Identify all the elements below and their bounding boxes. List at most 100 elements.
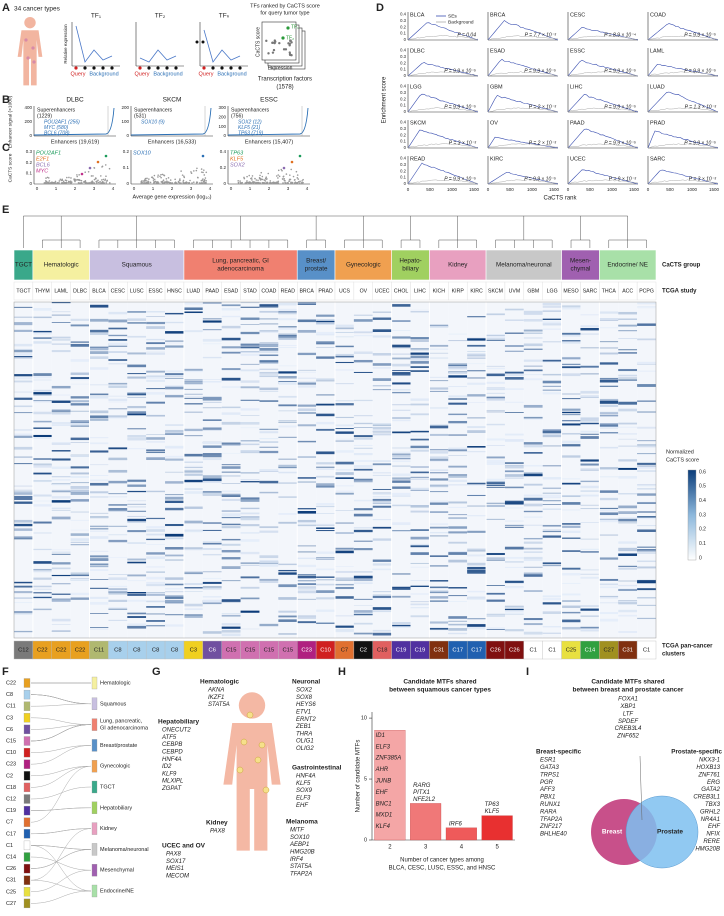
heatmap-cell bbox=[391, 389, 411, 391]
heatmap-cell bbox=[32, 458, 52, 460]
x-tick-label: 3 bbox=[424, 845, 428, 851]
label: C7 bbox=[341, 648, 348, 654]
heatmap-cell bbox=[561, 495, 581, 497]
heatmap-cell bbox=[259, 491, 279, 494]
label: Endocrine/ NE bbox=[607, 262, 648, 269]
heatmap-cell bbox=[486, 459, 505, 463]
heatmap-cell bbox=[372, 505, 392, 508]
heatmap-cell bbox=[146, 592, 166, 594]
heatmap-cell bbox=[202, 553, 222, 556]
tf-point bbox=[52, 182, 54, 184]
y-tick-label: 0 bbox=[29, 181, 32, 186]
heatmap-cell bbox=[561, 525, 581, 528]
tf-point bbox=[153, 178, 156, 181]
heatmap-cell bbox=[504, 388, 524, 391]
heatmap-cell bbox=[240, 331, 260, 335]
heatmap-cell bbox=[353, 465, 373, 468]
heatmap-cell bbox=[316, 341, 335, 343]
heatmap-cell bbox=[316, 503, 335, 505]
x-tick-label: 1000 bbox=[607, 187, 618, 192]
heatmap-cell bbox=[561, 420, 581, 422]
heatmap-cell bbox=[335, 440, 354, 442]
heatmap-cell bbox=[240, 380, 260, 383]
heatmap-cell bbox=[410, 355, 430, 359]
heatmap-cell bbox=[221, 626, 241, 629]
heatmap-cell bbox=[202, 445, 222, 448]
heatmap-cell bbox=[165, 559, 184, 561]
label: C10 bbox=[6, 750, 16, 756]
heatmap-cell bbox=[391, 480, 411, 483]
heatmap-cell bbox=[165, 374, 184, 376]
heatmap-cell bbox=[618, 426, 638, 428]
label: MEIS1 bbox=[166, 866, 184, 872]
label: BNC1 bbox=[376, 801, 392, 807]
heatmap-cell bbox=[259, 559, 279, 562]
tf-point bbox=[291, 181, 294, 184]
label: SOX17 bbox=[166, 859, 186, 865]
tf-point bbox=[61, 179, 64, 182]
heatmap-cell bbox=[410, 352, 430, 355]
heatmap-cell bbox=[240, 597, 260, 600]
label: NFIX bbox=[706, 832, 721, 838]
heatmap-cell bbox=[70, 359, 90, 362]
heatmap-cell bbox=[165, 497, 184, 500]
label: P = 9.9 × 10⁻⁵ bbox=[684, 32, 716, 38]
heatmap-column bbox=[486, 302, 505, 638]
heatmap-cell bbox=[523, 590, 543, 592]
heatmap-cell bbox=[14, 306, 33, 308]
tf-point bbox=[246, 175, 248, 178]
label: C18 bbox=[377, 648, 388, 654]
heatmap-cell bbox=[32, 500, 52, 502]
label: BLCA, CESC, LUSC, ESSC, and HNSC bbox=[389, 866, 496, 872]
heatmap-cell bbox=[372, 591, 392, 593]
label: DLBC bbox=[66, 97, 84, 104]
heatmap-cell bbox=[580, 328, 600, 330]
heatmap-column bbox=[542, 302, 562, 638]
heatmap-cell bbox=[316, 403, 335, 406]
heatmap-column bbox=[391, 302, 411, 638]
heatmap-cell bbox=[448, 518, 468, 520]
heatmap-cell bbox=[580, 468, 600, 470]
se-curve bbox=[407, 162, 479, 185]
heatmap-column bbox=[523, 302, 543, 638]
heatmap-cell bbox=[278, 375, 298, 379]
heatmap-cell bbox=[316, 466, 335, 468]
tf-point bbox=[93, 166, 95, 169]
heatmap-cell bbox=[240, 564, 260, 566]
expression-line bbox=[203, 29, 241, 63]
heatmap-cell bbox=[240, 512, 260, 515]
group-swatch bbox=[91, 760, 98, 773]
tf-point bbox=[196, 167, 198, 170]
heatmap-cell bbox=[70, 422, 90, 426]
heatmap-cell bbox=[240, 551, 260, 555]
heatmap-cell bbox=[410, 604, 430, 606]
tf-point bbox=[171, 182, 174, 184]
heatmap-cell bbox=[429, 469, 449, 471]
tf-point bbox=[142, 182, 144, 184]
heatmap-cell bbox=[146, 342, 166, 345]
heatmap-cell bbox=[353, 632, 373, 635]
heatmap-cell bbox=[335, 369, 354, 371]
heatmap-cell bbox=[467, 590, 487, 593]
heatmap-cell bbox=[353, 622, 373, 625]
heatmap-cell bbox=[14, 485, 33, 487]
heatmap-cell bbox=[523, 483, 543, 486]
tf-point bbox=[259, 174, 261, 177]
tf-point bbox=[45, 182, 48, 184]
heatmap-cell bbox=[221, 580, 241, 582]
heatmap-cell bbox=[410, 398, 430, 401]
label: C31 bbox=[622, 648, 633, 654]
heatmap-cell bbox=[637, 566, 656, 569]
heatmap-cell bbox=[183, 614, 203, 616]
heatmap-cell bbox=[618, 589, 638, 592]
label: UCS bbox=[339, 288, 350, 294]
heatmap-cell bbox=[14, 597, 33, 599]
heatmap-column bbox=[504, 302, 524, 638]
label: EHF bbox=[376, 790, 388, 796]
label: TCGA pan-cancer bbox=[662, 644, 713, 650]
heatmap-cell bbox=[504, 614, 524, 615]
label: Neuronal bbox=[292, 679, 320, 686]
heatmap-cell bbox=[429, 526, 449, 529]
heatmap-cell bbox=[410, 349, 430, 351]
heatmap-cell bbox=[523, 556, 543, 559]
